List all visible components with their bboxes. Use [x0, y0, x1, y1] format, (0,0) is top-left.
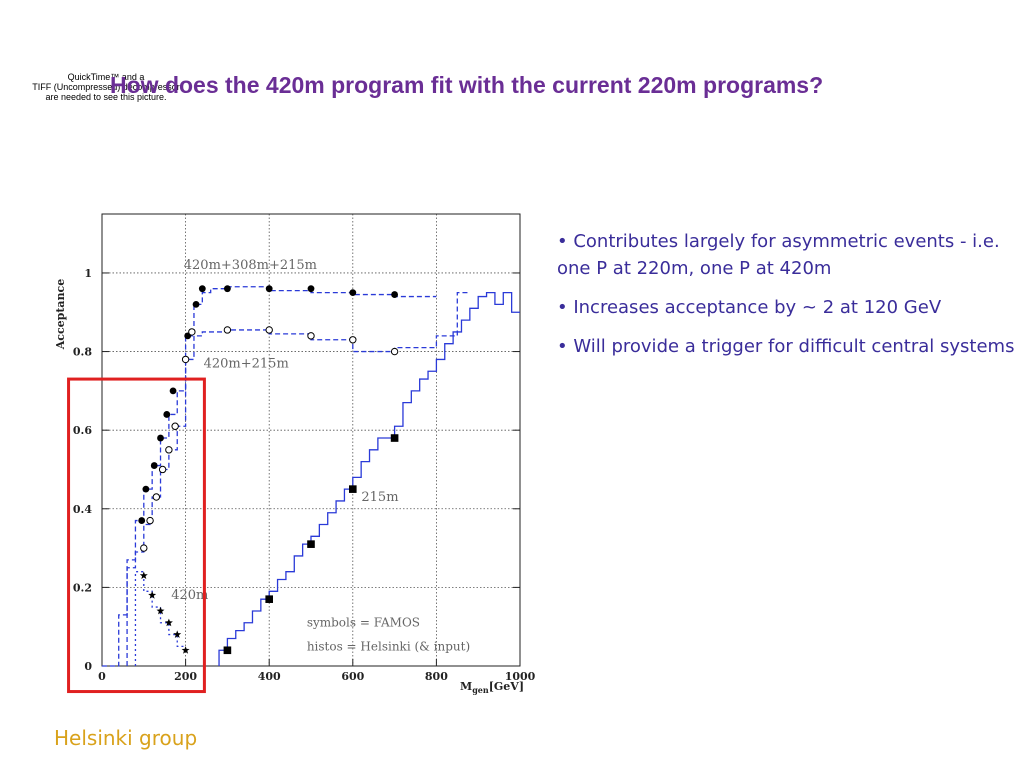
footer-credit: Helsinki group — [54, 726, 198, 750]
y-tick-label: 0.2 — [73, 581, 92, 594]
data-point — [158, 465, 167, 474]
data-point — [181, 646, 190, 654]
y-tick-label: 0.8 — [73, 346, 92, 359]
data-point — [198, 285, 206, 293]
data-point — [224, 285, 231, 293]
data-point — [142, 485, 150, 493]
data-point — [169, 387, 177, 395]
data-point — [349, 289, 357, 297]
data-point — [171, 422, 179, 430]
data-point — [139, 571, 148, 579]
y-tick-label: 0 — [84, 660, 92, 673]
data-point — [265, 595, 273, 603]
placeholder-line: are needed to see this picture. — [45, 92, 167, 102]
y-tick-label: 0.4 — [73, 503, 92, 516]
x-axis-label: Mgen[GeV] — [460, 680, 524, 695]
x-tick-label: 400 — [258, 670, 281, 683]
data-point — [307, 332, 315, 340]
data-point — [349, 485, 357, 493]
series-label: 420m — [171, 588, 208, 603]
data-point — [181, 355, 190, 364]
data-point — [138, 517, 146, 524]
y-axis-label: Acceptance — [54, 279, 67, 351]
data-point — [192, 301, 200, 308]
data-point — [223, 646, 232, 655]
data-point — [391, 291, 398, 298]
bullet-list: • Contributes largely for asymmetric eve… — [557, 228, 1017, 372]
chart-note: symbols = FAMOS — [307, 616, 420, 630]
histogram-420m — [134, 571, 186, 666]
data-point — [390, 434, 399, 442]
data-point — [157, 434, 164, 442]
y-tick-label: 1 — [84, 267, 92, 280]
bullet-item: • Will provide a trigger for difficult c… — [557, 336, 1015, 357]
y-tick-label: 0.6 — [73, 424, 92, 437]
x-tick-label: 200 — [174, 670, 197, 683]
data-point — [140, 544, 148, 552]
data-point — [265, 326, 273, 334]
chart-note: histos = Helsinki (& input) — [307, 639, 470, 653]
series-label: 420m+308m+215m — [184, 258, 317, 273]
series-label: 215m — [361, 490, 398, 505]
data-point — [307, 285, 315, 293]
data-point — [146, 516, 154, 525]
data-point — [165, 446, 173, 454]
plot-frame — [101, 213, 521, 667]
x-tick-label: 800 — [425, 670, 448, 683]
highlight-box — [67, 377, 206, 694]
data-point — [164, 618, 173, 627]
data-point — [173, 630, 182, 638]
data-point — [390, 347, 399, 356]
bullet-item: • Contributes largely for asymmetric eve… — [557, 231, 1000, 279]
data-point — [349, 336, 357, 344]
x-tick-label: 600 — [341, 670, 364, 683]
histogram-215m — [218, 291, 520, 666]
data-point — [152, 493, 161, 501]
x-tick-label: 1000 — [505, 670, 536, 683]
placeholder-line: TIFF (Uncompressed) decompressor — [32, 82, 180, 92]
quicktime-placeholder: QuickTime™ and a TIFF (Uncompressed) dec… — [6, 72, 206, 102]
series-label: 420m+215m — [204, 356, 289, 371]
slide-title: How does the 420m program fit with the c… — [110, 72, 824, 98]
placeholder-line: QuickTime™ and a — [67, 72, 145, 82]
data-point — [265, 285, 273, 293]
data-point — [223, 326, 232, 334]
data-point — [188, 328, 196, 336]
data-point — [148, 591, 157, 599]
acceptance-chart: 0 0.2 0.4 0.6 0.8 1 0 200 400 600 800 1000 Acceptanc… — [54, 213, 536, 695]
bullet-item: • Increases acceptance by ~ 2 at 120 GeV — [557, 297, 942, 318]
data-point — [150, 462, 158, 469]
data-point — [307, 540, 315, 548]
x-tick-label: 0 — [98, 670, 106, 683]
data-point — [163, 411, 171, 418]
histogram-420m-215m — [126, 291, 470, 666]
data-point — [156, 606, 165, 615]
